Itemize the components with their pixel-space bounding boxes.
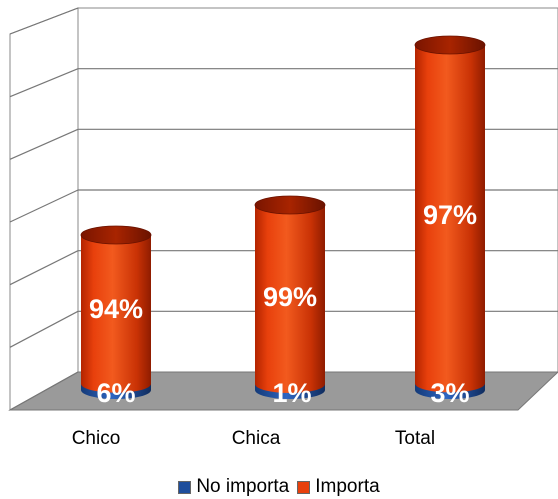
category-label-chica: Chica bbox=[231, 428, 281, 449]
data-label-no-importa: 6% bbox=[96, 378, 135, 408]
side-gridline bbox=[9, 371, 79, 411]
side-gridline bbox=[9, 128, 79, 160]
bars bbox=[80, 35, 486, 399]
side-gridline bbox=[9, 7, 79, 35]
bar-segment-importa bbox=[255, 205, 325, 393]
legend-item-importa: Importa bbox=[297, 476, 380, 498]
bar-group-chico bbox=[80, 225, 152, 399]
bar-segment-importa bbox=[81, 235, 151, 393]
legend-item-no-importa: No importa bbox=[178, 476, 289, 498]
legend-label-no-importa: No importa bbox=[196, 476, 290, 497]
bar-top bbox=[254, 195, 326, 215]
category-label-total: Total bbox=[394, 428, 436, 449]
legend-swatch-importa bbox=[297, 480, 311, 494]
side-gridline bbox=[9, 189, 79, 223]
data-label-importa: 94% bbox=[89, 294, 143, 324]
bar-group-total bbox=[414, 35, 486, 399]
bar-top bbox=[80, 225, 152, 245]
legend-label-importa: Importa bbox=[315, 476, 380, 497]
data-label-no-importa: 3% bbox=[430, 378, 469, 408]
data-label-importa: 97% bbox=[423, 200, 477, 230]
side-gridline bbox=[9, 68, 79, 98]
data-label-no-importa: 1% bbox=[272, 378, 311, 408]
legend: No importa Importa bbox=[0, 476, 558, 498]
category-label-chico: Chico bbox=[71, 428, 121, 449]
bar-segment-importa bbox=[415, 45, 485, 393]
side-gridline bbox=[9, 310, 79, 348]
legend-swatch-no-importa bbox=[178, 480, 192, 494]
data-label-importa: 99% bbox=[263, 282, 317, 312]
side-gridline bbox=[9, 250, 79, 286]
bar-top bbox=[414, 35, 486, 55]
side-wall bbox=[9, 7, 79, 411]
bar-group-chica bbox=[254, 195, 326, 399]
data-labels: 94% 6% 99% 1% 97% 3% bbox=[89, 200, 477, 408]
